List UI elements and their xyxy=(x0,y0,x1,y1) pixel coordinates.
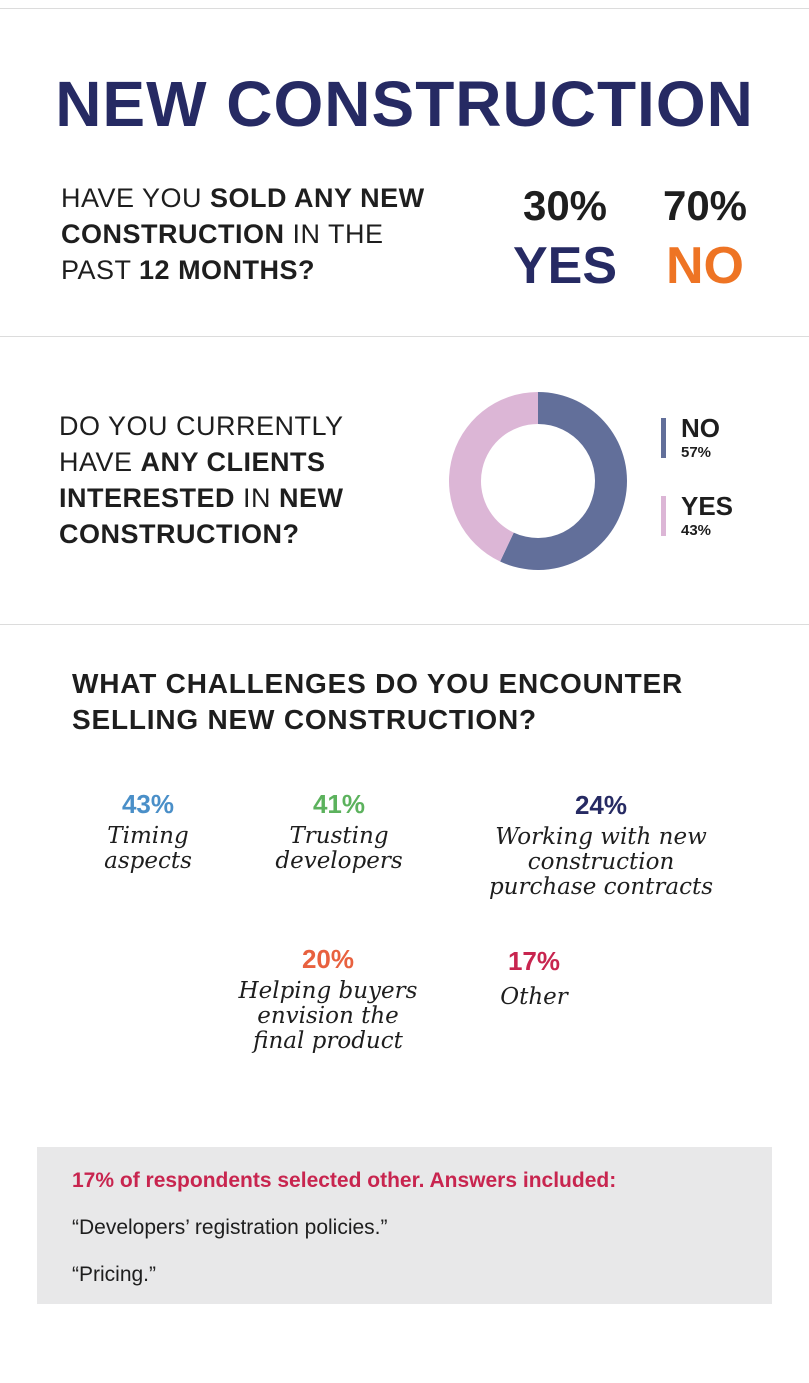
challenge-label: Helping buyers xyxy=(238,978,418,1004)
challenge-percent: 43% xyxy=(121,789,175,819)
note-answer: “Developers’ registration policies.” xyxy=(72,1216,388,1239)
note-heading: 17% of respondents selected other. Answe… xyxy=(72,1169,617,1192)
legend-percent-no: 57% xyxy=(681,444,712,461)
challenge-label: Working with new xyxy=(495,824,707,850)
challenge-percent: 20% xyxy=(301,944,355,974)
challenge-trusting-developers: 41% Trusting developers xyxy=(254,788,424,874)
challenge-other: 17% Other xyxy=(474,945,594,1010)
donut-slice-yes xyxy=(449,392,538,562)
challenge-label: final product xyxy=(253,1028,403,1054)
question-challenges: WHAT CHALLENGES DO YOU ENCOUNTER SELLING… xyxy=(72,668,684,735)
challenge-label: Trusting xyxy=(289,823,389,849)
challenge-purchase-contracts: 24% Working with new construction purcha… xyxy=(476,789,726,900)
divider-2 xyxy=(0,624,809,625)
interest-donut-chart xyxy=(449,392,627,570)
challenge-label: Timing xyxy=(107,823,189,849)
donut-slice-no xyxy=(500,392,627,570)
divider-1 xyxy=(0,336,809,337)
legend-label-no: NO xyxy=(681,413,720,443)
challenge-envision-final-product: 20% Helping buyers envision the final pr… xyxy=(228,943,428,1054)
challenge-label: purchase contracts xyxy=(488,874,714,900)
legend-swatch-yes xyxy=(661,496,666,536)
challenge-label: Other xyxy=(500,984,568,1010)
challenge-label: developers xyxy=(275,848,403,874)
no-percent: 70% xyxy=(662,182,748,229)
challenge-label: aspects xyxy=(104,848,192,874)
no-label: NO xyxy=(666,237,744,295)
legend-label-yes: YES xyxy=(681,491,734,521)
note-answer: “Pricing.” xyxy=(72,1263,157,1286)
challenge-percent: 41% xyxy=(312,789,366,819)
question-sold-new-construction: HAVE YOU SOLD ANY NEW CONSTRUCTION IN TH… xyxy=(61,183,425,285)
other-answers-note: 17% of respondents selected other. Answe… xyxy=(37,1147,772,1304)
challenge-label: construction xyxy=(527,849,675,875)
legend-percent-yes: 43% xyxy=(681,522,712,539)
yes-label: YES xyxy=(512,237,618,295)
challenge-timing: 43% Timing aspects xyxy=(78,788,218,874)
challenge-percent: 17% xyxy=(507,946,561,976)
page-title: NEW CONSTRUCTION xyxy=(55,68,754,140)
challenge-percent: 24% xyxy=(574,790,628,820)
question-clients-interested: DO YOU CURRENTLY HAVE ANY CLIENTS INTERE… xyxy=(59,411,344,549)
legend-swatch-no xyxy=(661,418,666,458)
challenge-label: envision the xyxy=(257,1003,399,1029)
yes-percent: 30% xyxy=(522,182,608,229)
top-divider xyxy=(0,8,809,9)
